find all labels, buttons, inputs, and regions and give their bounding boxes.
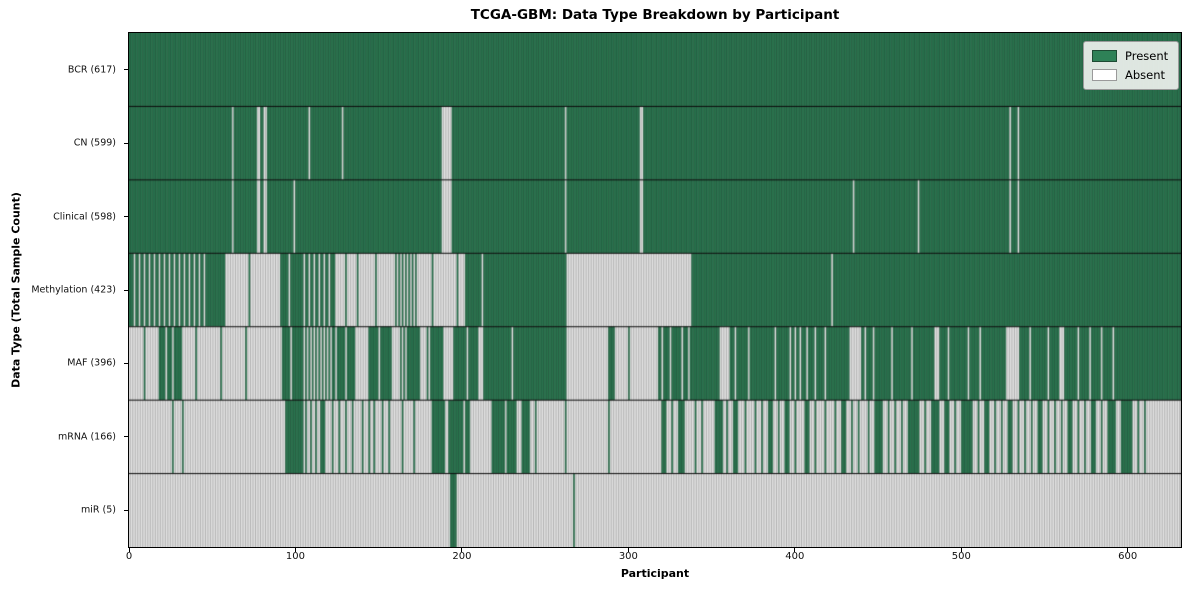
y-tick-label-CN: CN (599) <box>73 137 116 149</box>
legend-label-present: Present <box>1125 49 1169 63</box>
y-tick-mark <box>124 436 128 438</box>
x-tick-label-300: 300 <box>618 551 638 562</box>
y-tick-label-miR: miR (5) <box>81 504 116 516</box>
x-tick-label-200: 200 <box>452 551 472 562</box>
x-tick-label-400: 400 <box>785 551 805 562</box>
y-tick-mark <box>124 216 128 218</box>
legend-entry-present: Present <box>1092 49 1168 63</box>
y-tick-label-mRNA: mRNA (166) <box>57 431 116 443</box>
present-swatch-icon <box>1092 50 1117 62</box>
x-tick-mark <box>294 548 296 552</box>
x-tick-label-500: 500 <box>951 551 971 562</box>
x-tick-mark <box>1127 548 1129 552</box>
x-tick-mark <box>627 548 629 552</box>
x-axis-label: Participant <box>620 567 690 580</box>
y-tick-label-MAF: MAF (396) <box>67 357 116 369</box>
y-tick-label-Clinical: Clinical (598) <box>53 211 116 223</box>
legend-entry-absent: Absent <box>1092 68 1168 82</box>
x-tick-label-0: 0 <box>125 551 133 562</box>
y-tick-label-BCR: BCR (617) <box>67 64 116 76</box>
legend-label-absent: Absent <box>1125 68 1166 82</box>
y-tick-mark <box>124 69 128 71</box>
y-tick-mark <box>124 362 128 364</box>
x-tick-mark <box>960 548 962 552</box>
y-tick-mark <box>124 509 128 511</box>
x-tick-label-100: 100 <box>285 551 305 562</box>
absent-swatch-icon <box>1092 69 1117 81</box>
y-tick-label-Methylation: Methylation (423) <box>31 284 116 296</box>
y-tick-mark <box>124 142 128 144</box>
presence-matrix-canvas <box>129 33 1181 547</box>
chart-title: TCGA-GBM: Data Type Breakdown by Partici… <box>470 7 840 23</box>
x-tick-mark <box>461 548 463 552</box>
legend: Present Absent <box>1083 41 1180 90</box>
x-tick-mark <box>128 548 130 552</box>
y-tick-mark <box>124 289 128 291</box>
x-tick-label-600: 600 <box>1118 551 1138 562</box>
x-tick-mark <box>794 548 796 552</box>
